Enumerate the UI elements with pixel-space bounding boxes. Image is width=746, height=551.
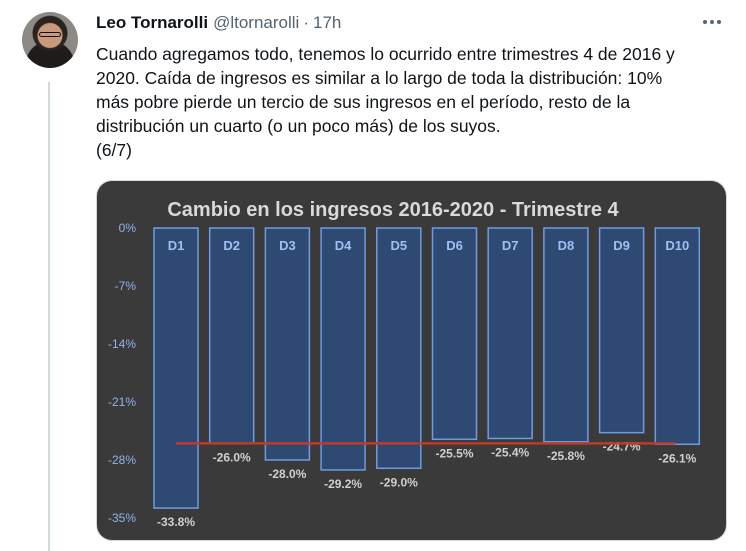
tweet-text-line: (6/7) bbox=[96, 140, 132, 160]
bar-d9 bbox=[598, 227, 645, 434]
separator-dot: · bbox=[303, 13, 309, 32]
more-horizontal-icon bbox=[703, 20, 721, 24]
timestamp[interactable]: 17h bbox=[312, 13, 342, 32]
y-tick-label: -14% bbox=[108, 337, 136, 351]
bar-d4 bbox=[320, 227, 366, 471]
bar-d1 bbox=[153, 227, 199, 509]
tweet-header: Leo Tornarolli @ltornarolli · 17h bbox=[96, 12, 726, 34]
category-label: D7 bbox=[502, 238, 519, 253]
data-label: -29.2% bbox=[324, 477, 362, 491]
category-label: D4 bbox=[335, 238, 352, 253]
tweet-text-line: distribución un cuarto (o un poco más) d… bbox=[96, 116, 501, 136]
y-tick-label: -21% bbox=[108, 395, 136, 409]
tweet-text-line: Cuando agregamos todo, tenemos lo ocurri… bbox=[96, 44, 675, 64]
y-tick-label: -35% bbox=[108, 511, 136, 525]
bar-d10 bbox=[654, 227, 701, 446]
y-tick-label: -28% bbox=[108, 453, 136, 467]
thread-connector-line bbox=[48, 82, 50, 551]
bar-d8 bbox=[543, 227, 589, 443]
y-tick-label: 0% bbox=[119, 221, 137, 235]
bar-d6 bbox=[431, 227, 478, 441]
chart-title: Cambio en los ingresos 2016-2020 - Trime… bbox=[167, 199, 619, 221]
category-label: D8 bbox=[558, 238, 575, 253]
data-label: -26.1% bbox=[658, 451, 696, 465]
avatar-glasses-detail bbox=[39, 32, 61, 37]
tweet-media-chart[interactable]: Cambio en los ingresos 2016-2020 - Trime… bbox=[96, 180, 727, 541]
more-options-button[interactable] bbox=[698, 8, 726, 36]
avatar[interactable] bbox=[22, 12, 78, 68]
y-tick-label: -7% bbox=[115, 279, 137, 293]
data-label: -29.0% bbox=[380, 475, 418, 489]
category-label: D6 bbox=[446, 238, 463, 253]
data-label: -24.7% bbox=[603, 440, 641, 454]
data-label: -25.4% bbox=[491, 445, 529, 459]
tweet-text: Cuando agregamos todo, tenemos lo ocurri… bbox=[96, 42, 732, 162]
author-handle[interactable]: @ltornarolli bbox=[213, 13, 300, 32]
bar-d2 bbox=[208, 227, 255, 445]
tweet-text-line: más pobre pierde un tercio de sus ingres… bbox=[96, 92, 631, 112]
author-name[interactable]: Leo Tornarolli bbox=[96, 13, 209, 32]
category-label: D9 bbox=[613, 238, 630, 253]
category-label: D5 bbox=[390, 238, 407, 253]
bar-d7 bbox=[487, 227, 533, 440]
tweet-text-line: 2020. Caída de ingresos es similar a lo … bbox=[96, 68, 663, 88]
bar-d3 bbox=[264, 227, 311, 461]
data-label: -25.8% bbox=[547, 449, 585, 463]
category-label: D2 bbox=[223, 238, 240, 253]
category-label: D10 bbox=[665, 238, 689, 253]
bar-chart: Cambio en los ingresos 2016-2020 - Trime… bbox=[97, 181, 726, 540]
data-label: -33.8% bbox=[157, 515, 195, 529]
category-label: D3 bbox=[279, 238, 296, 253]
category-label: D1 bbox=[168, 238, 185, 253]
data-label: -26.0% bbox=[213, 450, 251, 464]
data-label: -28.0% bbox=[268, 467, 306, 481]
bar-d5 bbox=[376, 227, 422, 470]
data-label: -25.5% bbox=[435, 446, 473, 460]
